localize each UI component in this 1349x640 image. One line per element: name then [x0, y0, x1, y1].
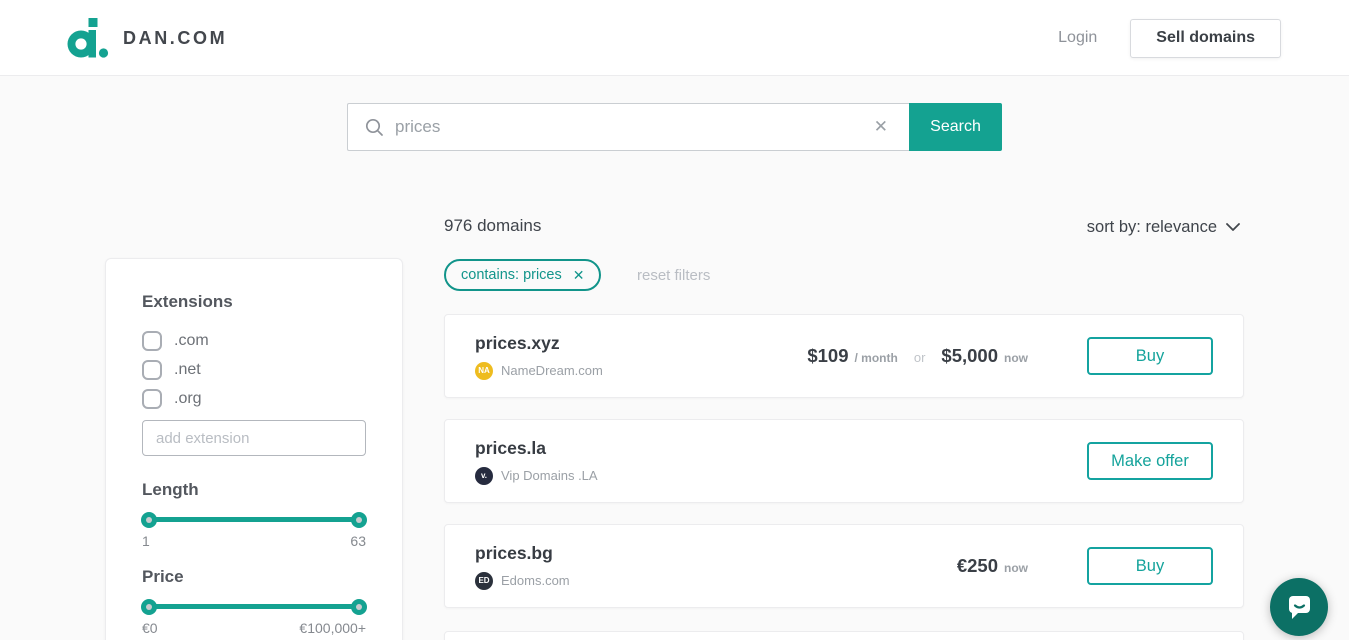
login-link[interactable]: Login	[1058, 29, 1098, 46]
domain-name[interactable]: prices.xyz	[475, 332, 560, 353]
length-max-label: 63	[350, 533, 366, 549]
seller-avatar: ED	[475, 571, 493, 590]
domain-card-partial	[444, 631, 1244, 640]
extension-label: .org	[174, 389, 202, 407]
search-icon	[365, 118, 384, 137]
extension-option-com[interactable]: .com	[142, 326, 366, 355]
length-slider	[141, 512, 367, 528]
buy-button[interactable]: Buy	[1087, 337, 1213, 375]
seller-name: Edoms.com	[501, 573, 570, 588]
domain-card-prices-bg: prices.bg ED Edoms.com €250 now Buy	[444, 524, 1244, 608]
seller-name: NameDream.com	[501, 363, 603, 378]
sort-dropdown[interactable]: sort by: relevance	[1087, 218, 1240, 237]
chevron-down-icon	[1226, 223, 1240, 232]
filter-chip-label: contains: prices	[461, 267, 562, 283]
domain-info: prices.bg ED Edoms.com	[475, 543, 570, 590]
seller-avatar: v.	[475, 466, 493, 485]
price-slider	[141, 599, 367, 615]
brand-name: DAN.COM	[123, 27, 228, 48]
lease-price: $109	[807, 345, 849, 366]
search-bar: ✕ Search	[347, 103, 1002, 151]
length-slider-handle-max[interactable]	[351, 512, 367, 528]
search-input[interactable]	[395, 117, 870, 137]
extensions-title: Extensions	[142, 292, 233, 311]
length-min-label: 1	[142, 533, 150, 549]
remove-filter-icon[interactable]: ✕	[572, 266, 585, 283]
lease-price-suffix: / month	[854, 351, 898, 365]
seller-avatar: NA	[475, 361, 493, 380]
extension-label: .com	[174, 331, 209, 349]
seller-row: NA NameDream.com	[475, 361, 603, 380]
sort-label: sort by: relevance	[1086, 218, 1217, 236]
seller-row: v. Vip Domains .LA	[475, 466, 598, 485]
filters-sidebar: Extensions .com .net .org Length 1 63	[105, 258, 403, 640]
sell-domains-button[interactable]: Sell domains	[1130, 18, 1281, 58]
price-min-label: €0	[142, 620, 158, 636]
chat-launcher-button[interactable]	[1270, 578, 1328, 636]
buy-price-suffix: now	[1004, 351, 1028, 365]
domain-card-prices-la: prices.la v. Vip Domains .LA Make offer	[444, 419, 1244, 503]
domain-name[interactable]: prices.bg	[475, 542, 553, 563]
domain-info: prices.la v. Vip Domains .LA	[475, 438, 598, 485]
domain-name[interactable]: prices.la	[475, 437, 547, 458]
dan-logomark-icon	[67, 18, 111, 58]
length-slider-labels: 1 63	[142, 533, 366, 549]
buy-price-suffix: now	[1004, 561, 1028, 575]
add-extension-input[interactable]	[142, 420, 366, 456]
card-actions: €250 now Buy	[957, 547, 1213, 585]
length-slider-track	[142, 517, 366, 522]
make-offer-button[interactable]: Make offer	[1087, 442, 1213, 480]
card-actions: Make offer	[1087, 442, 1213, 480]
or-label: or	[913, 350, 926, 365]
reset-filters-link[interactable]: reset filters	[637, 267, 711, 284]
price-slider-handle-max[interactable]	[351, 599, 367, 615]
chat-bubble-icon	[1283, 591, 1315, 623]
brand-logo[interactable]: DAN.COM	[67, 18, 227, 58]
search-input-wrap: ✕	[347, 103, 909, 151]
length-title: Length	[142, 480, 199, 499]
card-actions: $109 / month or $5,000 now Buy	[807, 337, 1213, 375]
filter-chip-contains[interactable]: contains: prices ✕	[444, 259, 602, 291]
checkbox-net[interactable]	[142, 359, 162, 380]
extensions-list: .com .net .org	[142, 326, 366, 413]
price-slider-track	[142, 604, 366, 609]
seller-name: Vip Domains .LA	[501, 468, 598, 483]
extension-option-org[interactable]: .org	[142, 384, 366, 413]
extension-option-net[interactable]: .net	[142, 355, 366, 384]
extension-label: .net	[174, 360, 201, 378]
checkbox-org[interactable]	[142, 388, 162, 409]
buy-price: €250	[956, 555, 998, 576]
price-max-label: €100,000+	[299, 620, 366, 636]
buy-price: $5,000	[941, 345, 998, 366]
search-button[interactable]: Search	[909, 103, 1002, 151]
price-slider-labels: €0 €100,000+	[142, 620, 366, 636]
domain-info: prices.xyz NA NameDream.com	[475, 333, 603, 380]
buy-button[interactable]: Buy	[1087, 547, 1213, 585]
price-group: $109 / month or $5,000 now	[807, 345, 1028, 367]
results-count: 976 domains	[444, 216, 542, 235]
seller-row: ED Edoms.com	[475, 571, 570, 590]
price-slider-handle-min[interactable]	[141, 599, 157, 615]
price-group: €250 now	[957, 555, 1028, 577]
checkbox-com[interactable]	[142, 330, 162, 351]
domain-card-prices-xyz: prices.xyz NA NameDream.com $109 / month…	[444, 314, 1244, 398]
header: DAN.COM Login Sell domains	[0, 0, 1349, 76]
price-title: Price	[142, 567, 184, 586]
clear-search-icon[interactable]: ✕	[873, 117, 888, 136]
header-actions: Login Sell domains	[1058, 0, 1281, 76]
length-slider-handle-min[interactable]	[141, 512, 157, 528]
